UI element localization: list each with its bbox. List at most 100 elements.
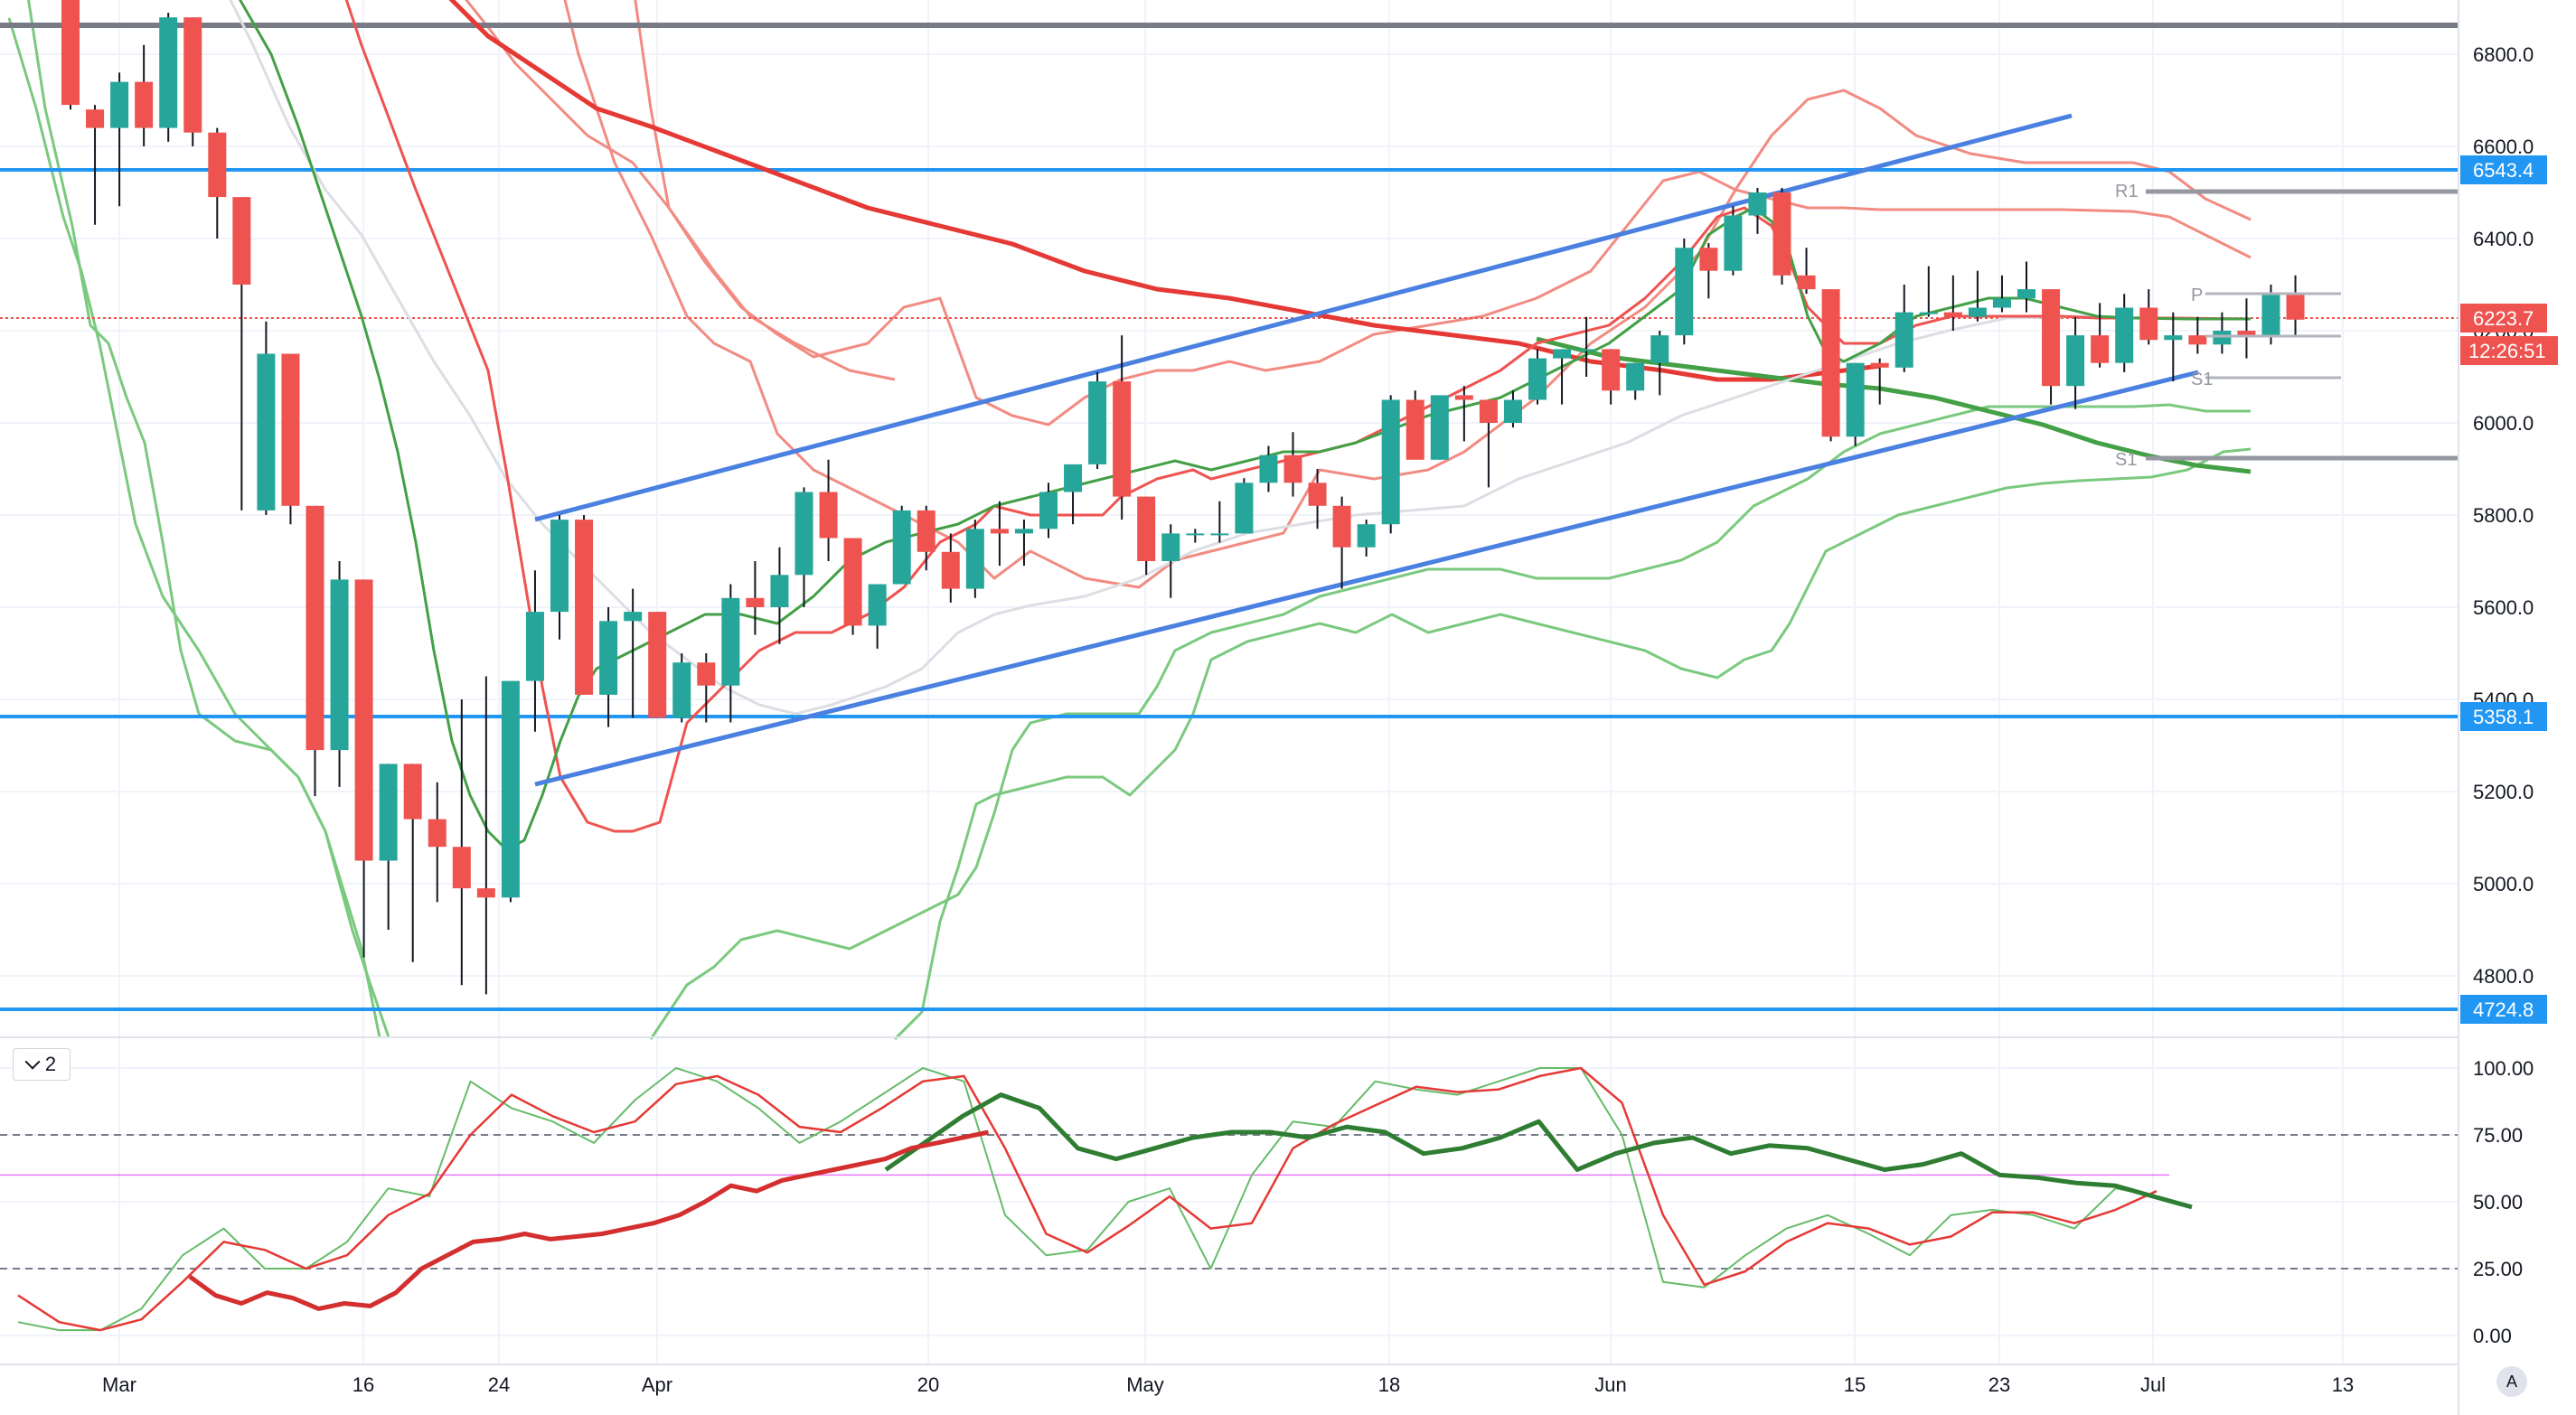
trend-channel[interactable] [534, 113, 2199, 787]
candle-up [1503, 390, 1522, 428]
candle-down [1454, 386, 1473, 442]
price-tags: 6543.4 6223.7 12:26:51 5358.1 4724.8 [2460, 155, 2558, 1024]
candle-down [2237, 298, 2256, 359]
price-axis[interactable]: 6800.06600.06400.06200.06000.05800.05600… [2473, 43, 2534, 988]
candle-body [428, 819, 447, 848]
candle-body [2261, 294, 2280, 336]
candle-body [1161, 533, 1180, 561]
candle-down [452, 699, 471, 986]
candle-down [61, 0, 80, 110]
osc-tick-label: 0.00 [2473, 1325, 2512, 1347]
candle-body [770, 575, 789, 607]
candle-body [1602, 349, 1621, 391]
oscillator-period: 2 [44, 1053, 57, 1075]
candle-up [868, 584, 887, 649]
oscillator-pane [0, 1066, 2458, 1332]
candle-up [110, 72, 129, 207]
candle-body [819, 492, 838, 539]
candle-body [794, 492, 813, 576]
candle-down [354, 579, 373, 958]
candle-body [1332, 505, 1351, 548]
time-tick-label: 24 [488, 1373, 510, 1396]
price-tick-label: 5800.0 [2473, 504, 2534, 527]
candle-down [1821, 289, 1840, 442]
candle-body [672, 662, 691, 718]
auto-scale-label: A [2505, 1372, 2517, 1391]
channel-lower-line [534, 370, 2199, 787]
candle-body [599, 621, 618, 695]
candle-body [1381, 399, 1400, 525]
candle-body [1846, 362, 1865, 437]
candle-body [1675, 248, 1694, 336]
candle-body [354, 579, 373, 861]
candle-body [1283, 454, 1302, 483]
candle-up [330, 561, 349, 787]
candle-body [2115, 307, 2134, 363]
candles [61, 0, 2305, 995]
candle-body [1919, 312, 1938, 314]
candle-body [868, 584, 887, 626]
candle-body [1772, 192, 1791, 276]
candle-body [501, 680, 520, 898]
candle-body [917, 510, 935, 552]
candle-body [1088, 381, 1107, 464]
candle-up [1088, 371, 1107, 469]
candle-down [2286, 275, 2305, 336]
time-tick-label: 18 [1378, 1373, 1400, 1396]
tag-6543-bg [2460, 155, 2547, 184]
envelope-band [465, 0, 896, 381]
candle-down [428, 782, 447, 903]
candle-body [550, 520, 569, 613]
oscillator-axis[interactable]: 100.00 75.00 50.00 25.00 0.00 [2473, 1057, 2534, 1347]
moving-average-line [229, 0, 2252, 716]
candle-up [1430, 395, 1449, 460]
candle-body [1406, 399, 1424, 460]
time-tick-label: May [1126, 1373, 1164, 1396]
candle-up [2213, 312, 2232, 354]
candle-body [379, 764, 398, 861]
candle-down [1602, 349, 1621, 405]
time-tick-label: Jun [1594, 1373, 1626, 1396]
candle-down [1283, 432, 1302, 497]
candle-up [2164, 312, 2183, 382]
candle-up [1992, 275, 2011, 313]
time-axis[interactable]: Mar 16 24 Apr 20 May 18 Jun 15 23 Jul 13 [102, 1373, 2354, 1396]
candle-up [1259, 445, 1278, 492]
chevron-down-icon [24, 1054, 41, 1070]
auto-scale-button[interactable]: A [2496, 1366, 2527, 1397]
candle-down [746, 561, 765, 635]
candle-down [135, 44, 154, 146]
tag-6543: 6543.4 [2473, 159, 2534, 182]
oscillator-period-toggle[interactable]: 2 [13, 1048, 71, 1081]
price-tick-label: 6000.0 [2473, 412, 2534, 435]
candle-body [525, 612, 544, 681]
candle-up [550, 515, 569, 640]
candle-body [1064, 464, 1083, 492]
candle-up [892, 505, 911, 585]
tag-4724: 4724.8 [2473, 998, 2534, 1021]
candle-body [1992, 298, 2011, 308]
time-tick-label: 16 [353, 1373, 374, 1396]
candle-body [1528, 358, 1547, 400]
candle-body [624, 612, 643, 622]
candle-body [452, 847, 471, 889]
candle-body [2042, 289, 2061, 387]
candle-body [1748, 192, 1767, 216]
candle-body [281, 353, 300, 506]
candle-body [1894, 312, 1913, 368]
candle-body [1039, 492, 1058, 529]
candle-down [1797, 248, 1816, 295]
candle-up [1919, 266, 1938, 317]
tag-current-price: 6223.7 [2473, 307, 2534, 330]
price-tick-label: 5200.0 [2473, 781, 2534, 803]
pivot-label-r1: R1 [2115, 182, 2139, 201]
candle-down [306, 505, 324, 797]
candle-up [257, 321, 276, 515]
tag-5358: 5358.1 [2473, 706, 2534, 728]
tag-5358-bg [2460, 702, 2547, 731]
candle-body [1210, 533, 1229, 536]
osc-tick-label: 100.00 [2473, 1057, 2534, 1080]
candle-down [819, 459, 838, 561]
time-tick-label: 20 [917, 1373, 939, 1396]
